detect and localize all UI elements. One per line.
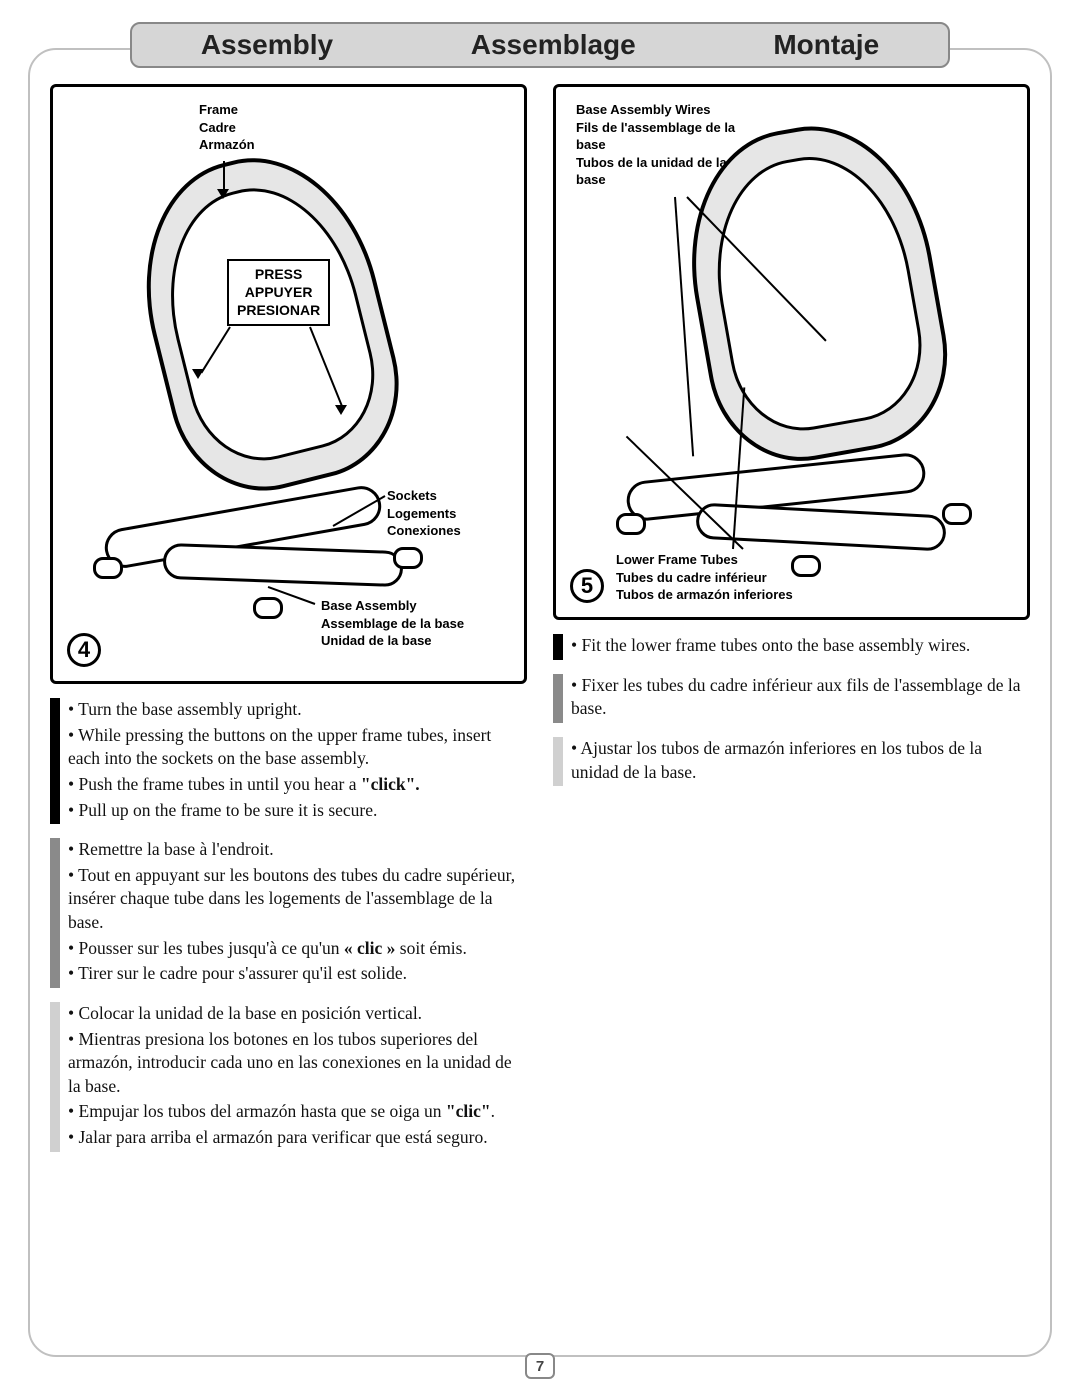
step4-number: 4 [67,633,101,667]
step5-instr-fr: • Fixer les tubes du cadre inférieur aux… [553,674,1030,723]
header-es: Montaje [773,29,879,61]
content-area: Frame Cadre Armazón PRESS APPUYER PRESIO… [50,84,1030,1337]
header-fr: Assemblage [471,29,636,61]
header-en: Assembly [201,29,333,61]
step5-instr-es: • Ajustar los tubos de armazón inferiore… [553,737,1030,786]
label-base-assembly: Base Assembly Assemblage de la base Unid… [321,597,464,650]
figure-step4: Frame Cadre Armazón PRESS APPUYER PRESIO… [50,84,527,684]
figure-step5: Base Assembly Wires Fils de l'assemblage… [553,84,1030,620]
page-number: 7 [525,1353,555,1379]
step5-number: 5 [570,569,604,603]
label-lower-tubes: Lower Frame Tubes Tubes du cadre inférie… [616,551,793,604]
label-press: PRESS APPUYER PRESIONAR [227,259,330,326]
column-step4: Frame Cadre Armazón PRESS APPUYER PRESIO… [50,84,527,1337]
step4-instr-fr: • Remettre la base à l'endroit.• Tout en… [50,838,527,988]
label-sockets: Sockets Logements Conexiones [387,487,461,540]
label-wires: Base Assembly Wires Fils de l'assemblage… [576,101,736,189]
step5-instr-en: • Fit the lower frame tubes onto the bas… [553,634,1030,660]
section-header: Assembly Assemblage Montaje [130,22,950,68]
step4-instr-en: • Turn the base assembly upright.• While… [50,698,527,824]
step4-instr-es: • Colocar la unidad de la base en posici… [50,1002,527,1152]
label-frame: Frame Cadre Armazón [199,101,255,154]
column-step5: Base Assembly Wires Fils de l'assemblage… [553,84,1030,1337]
